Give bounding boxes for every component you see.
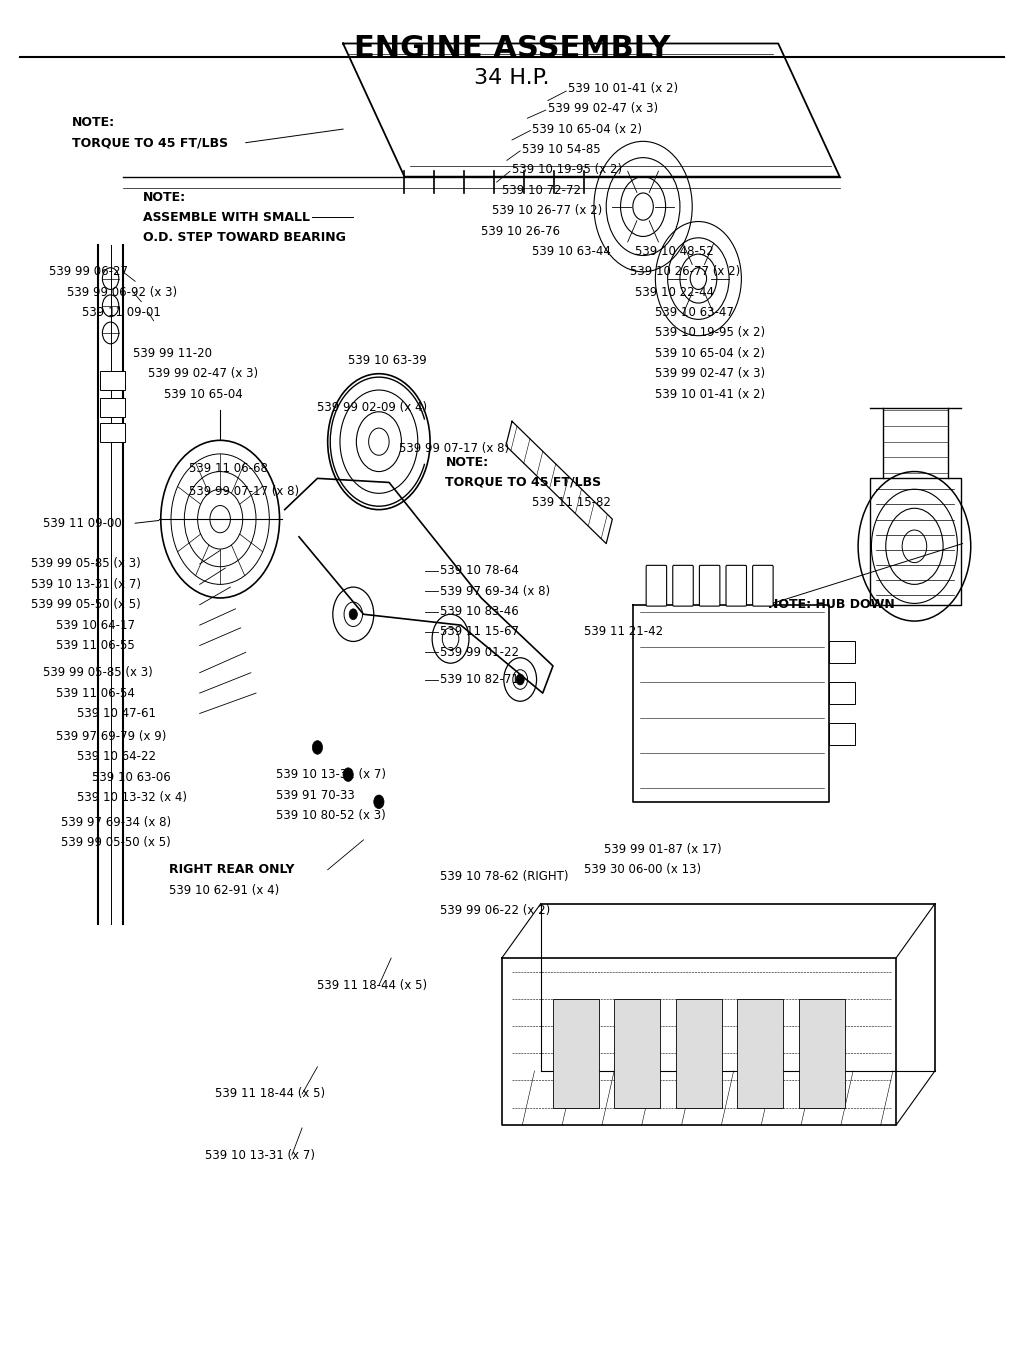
- FancyBboxPatch shape: [699, 565, 720, 606]
- Circle shape: [343, 768, 353, 781]
- Text: 539 99 07-17 (x 8): 539 99 07-17 (x 8): [189, 485, 300, 499]
- Text: 539 10 54-85: 539 10 54-85: [522, 143, 601, 156]
- Text: 539 97 69-79 (x 9): 539 97 69-79 (x 9): [56, 730, 167, 743]
- Text: 539 99 06-92 (x 3): 539 99 06-92 (x 3): [67, 285, 177, 299]
- Circle shape: [516, 674, 524, 685]
- Text: 539 99 02-09 (x 4): 539 99 02-09 (x 4): [317, 401, 428, 414]
- Text: 539 10 78-62 (RIGHT): 539 10 78-62 (RIGHT): [440, 870, 568, 883]
- Text: 539 10 80-52 (x 3): 539 10 80-52 (x 3): [276, 809, 386, 822]
- Text: 539 10 63-47: 539 10 63-47: [655, 306, 734, 319]
- Text: 539 11 21-42: 539 11 21-42: [584, 625, 663, 639]
- Text: 539 10 26-77 (x 2): 539 10 26-77 (x 2): [492, 204, 602, 217]
- Text: 539 10 26-76: 539 10 26-76: [481, 224, 560, 238]
- Text: 539 10 64-17: 539 10 64-17: [56, 618, 135, 632]
- Bar: [553, 999, 599, 1108]
- Text: ENGINE ASSEMBLY: ENGINE ASSEMBLY: [354, 34, 670, 63]
- Text: RIGHT REAR ONLY: RIGHT REAR ONLY: [169, 863, 295, 877]
- FancyBboxPatch shape: [726, 565, 746, 606]
- Text: 539 99 01-87 (x 17): 539 99 01-87 (x 17): [604, 843, 722, 856]
- Text: 539 10 65-04 (x 2): 539 10 65-04 (x 2): [532, 122, 642, 136]
- Text: 539 10 22-44: 539 10 22-44: [635, 285, 714, 299]
- Text: 539 97 69-34 (x 8): 539 97 69-34 (x 8): [440, 584, 551, 598]
- Text: 539 10 62-91 (x 4): 539 10 62-91 (x 4): [169, 883, 280, 897]
- Text: 539 99 11-20: 539 99 11-20: [133, 347, 212, 360]
- Text: 539 10 63-44: 539 10 63-44: [532, 245, 611, 258]
- Text: 539 99 01-22: 539 99 01-22: [440, 646, 519, 659]
- Text: 539 99 05-50 (x 5): 539 99 05-50 (x 5): [61, 836, 171, 849]
- Bar: [829, 682, 855, 704]
- Text: 539 11 09-01: 539 11 09-01: [82, 306, 161, 319]
- Text: 539 11 06-68: 539 11 06-68: [189, 462, 268, 476]
- Text: NOTE:: NOTE:: [143, 190, 186, 204]
- Text: 539 10 13-31 (x 7): 539 10 13-31 (x 7): [31, 578, 140, 591]
- Text: ASSEMBLE WITH SMALL: ASSEMBLE WITH SMALL: [143, 211, 310, 224]
- Text: 539 11 15-67: 539 11 15-67: [440, 625, 519, 639]
- Bar: [100, 371, 125, 390]
- Bar: [100, 423, 125, 442]
- FancyBboxPatch shape: [673, 565, 693, 606]
- Bar: [100, 398, 125, 417]
- FancyBboxPatch shape: [753, 565, 773, 606]
- Text: 539 30 06-00 (x 13): 539 30 06-00 (x 13): [584, 863, 700, 877]
- Text: 539 10 63-06: 539 10 63-06: [92, 771, 171, 784]
- Circle shape: [312, 741, 323, 754]
- Text: O.D. STEP TOWARD BEARING: O.D. STEP TOWARD BEARING: [143, 231, 346, 245]
- Text: 539 10 13-32 (x 4): 539 10 13-32 (x 4): [77, 791, 186, 805]
- Bar: [829, 641, 855, 663]
- Text: 539 11 15-82: 539 11 15-82: [532, 496, 611, 510]
- Text: NOTE: HUB DOWN: NOTE: HUB DOWN: [768, 598, 895, 612]
- Text: 539 10 47-61: 539 10 47-61: [77, 707, 156, 720]
- Text: 539 10 26-77 (x 2): 539 10 26-77 (x 2): [630, 265, 740, 279]
- Bar: [829, 723, 855, 745]
- Text: 539 10 65-04 (x 2): 539 10 65-04 (x 2): [655, 347, 765, 360]
- Text: 539 11 06-54: 539 11 06-54: [56, 686, 135, 700]
- Text: 539 10 13-31 (x 7): 539 10 13-31 (x 7): [205, 1148, 314, 1162]
- Text: 539 11 06-55: 539 11 06-55: [56, 639, 135, 652]
- Text: 539 99 02-47 (x 3): 539 99 02-47 (x 3): [655, 367, 766, 381]
- Text: 539 10 72-72: 539 10 72-72: [502, 183, 581, 197]
- Text: 539 99 05-85 (x 3): 539 99 05-85 (x 3): [43, 666, 153, 680]
- Text: 539 99 02-47 (x 3): 539 99 02-47 (x 3): [148, 367, 259, 381]
- Text: 539 10 13-31 (x 7): 539 10 13-31 (x 7): [276, 768, 386, 781]
- Text: 539 10 48-52: 539 10 48-52: [635, 245, 714, 258]
- Text: 539 99 07-17 (x 8): 539 99 07-17 (x 8): [399, 442, 510, 455]
- Text: 539 99 02-47 (x 3): 539 99 02-47 (x 3): [548, 102, 658, 116]
- Bar: [799, 999, 845, 1108]
- FancyBboxPatch shape: [646, 565, 667, 606]
- Text: NOTE:: NOTE:: [72, 116, 115, 129]
- Text: 539 10 65-04: 539 10 65-04: [164, 387, 243, 401]
- Circle shape: [349, 609, 357, 620]
- Text: 539 10 19-95 (x 2): 539 10 19-95 (x 2): [512, 163, 623, 177]
- Text: 34 H.P.: 34 H.P.: [474, 68, 550, 88]
- Text: 539 91 70-33: 539 91 70-33: [276, 788, 355, 802]
- Bar: [676, 999, 722, 1108]
- Text: NOTE:: NOTE:: [445, 455, 488, 469]
- Text: 539 99 05-85 (x 3): 539 99 05-85 (x 3): [31, 557, 140, 571]
- Bar: [737, 999, 783, 1108]
- Text: 539 99 06-27: 539 99 06-27: [49, 265, 128, 279]
- Text: 539 10 64-22: 539 10 64-22: [77, 750, 156, 764]
- Text: 539 99 06-22 (x 2): 539 99 06-22 (x 2): [440, 904, 551, 917]
- Text: 539 10 01-41 (x 2): 539 10 01-41 (x 2): [655, 387, 766, 401]
- Text: 539 10 82-71: 539 10 82-71: [440, 673, 519, 686]
- Text: 539 10 78-64: 539 10 78-64: [440, 564, 519, 578]
- Text: 539 11 18-44 (x 5): 539 11 18-44 (x 5): [317, 978, 428, 992]
- Text: 539 97 69-34 (x 8): 539 97 69-34 (x 8): [61, 815, 172, 829]
- Text: TORQUE TO 45 FT/LBS: TORQUE TO 45 FT/LBS: [72, 136, 227, 149]
- Text: 539 11 09-00: 539 11 09-00: [43, 516, 122, 530]
- Bar: [614, 999, 660, 1108]
- Text: 539 10 83-46: 539 10 83-46: [440, 605, 519, 618]
- Circle shape: [374, 795, 384, 809]
- Text: 539 10 01-41 (x 2): 539 10 01-41 (x 2): [568, 82, 679, 95]
- Text: 539 99 05-50 (x 5): 539 99 05-50 (x 5): [31, 598, 140, 612]
- Text: 539 10 19-95 (x 2): 539 10 19-95 (x 2): [655, 326, 766, 340]
- Text: 539 11 18-44 (x 5): 539 11 18-44 (x 5): [215, 1087, 326, 1101]
- Text: 539 10 63-39: 539 10 63-39: [348, 353, 427, 367]
- Text: TORQUE TO 45 FT/LBS: TORQUE TO 45 FT/LBS: [445, 476, 601, 489]
